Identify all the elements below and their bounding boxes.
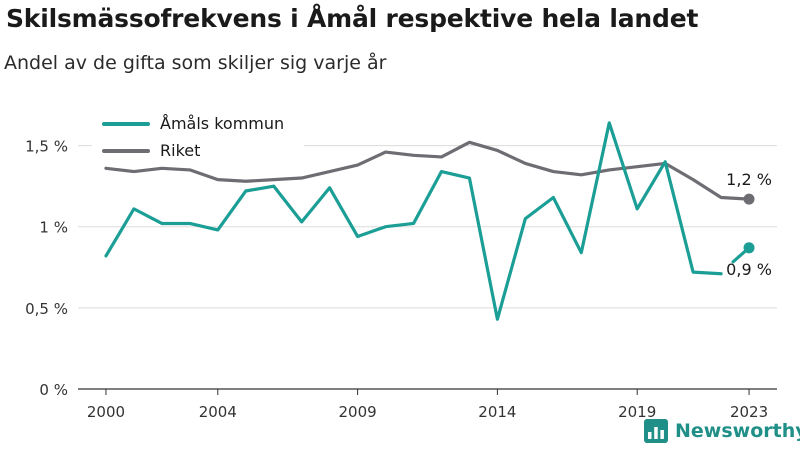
y-tick-label: 0 % [39, 381, 68, 399]
x-tick-label: 2014 [478, 403, 516, 421]
chart-title: Skilsmässofrekvens i Åmål respektive hel… [6, 4, 699, 33]
x-tick-label: 2023 [730, 403, 768, 421]
legend-label: Åmåls kommun [160, 114, 284, 133]
newsworthy-bar-chart-logo-icon [644, 419, 668, 443]
newsworthy-brand: Newsworthy [644, 419, 800, 443]
series-endpoint-riket [743, 193, 755, 205]
chart-subtitle: Andel av de gifta som skiljer sig varje … [4, 52, 387, 74]
x-tick-label: 2019 [618, 403, 656, 421]
series-line-riket [104, 140, 751, 201]
legend-label: Riket [160, 141, 200, 160]
brand-name: Newsworthy [675, 420, 800, 442]
series-endpoint-amal [743, 242, 755, 254]
series-line-amal [104, 121, 723, 321]
y-tick-label: 1,5 % [25, 138, 68, 156]
y-tick-label: 0,5 % [25, 300, 68, 318]
x-tick-label: 2009 [339, 403, 377, 421]
x-tick-label: 2000 [87, 403, 125, 421]
end-label-riket: 1,2 % [726, 170, 772, 189]
y-tick-label: 1 % [39, 219, 68, 237]
x-tick-label: 2004 [199, 403, 237, 421]
end-label-amal: 0,9 % [726, 260, 772, 279]
